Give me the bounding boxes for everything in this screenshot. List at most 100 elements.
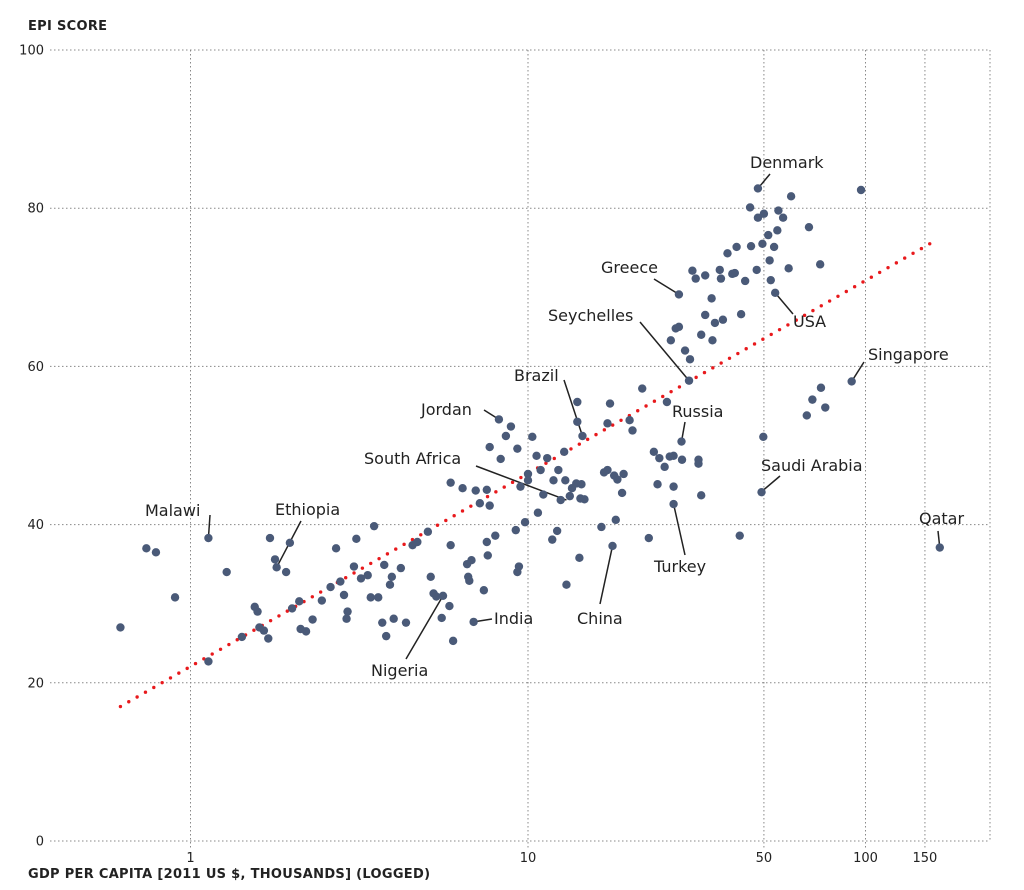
- trend-dot: [844, 289, 849, 294]
- data-point: [485, 501, 494, 510]
- data-point: [688, 266, 697, 275]
- trend-dot: [861, 280, 865, 284]
- trend-dot: [402, 542, 406, 547]
- trend-dot: [677, 385, 682, 389]
- annotation-denmark: Denmark: [750, 153, 824, 172]
- data-point: [740, 276, 750, 286]
- data-point: [677, 455, 687, 464]
- trend-dot: [435, 523, 440, 527]
- trend-dot: [227, 642, 231, 647]
- data-point: [710, 318, 720, 328]
- trend-dot: [235, 638, 239, 642]
- trend-dot: [594, 432, 598, 437]
- annotation-labels: Denmark Greece Seychelles USA Singapore Brazi…: [145, 153, 964, 680]
- trend-dot: [794, 318, 798, 322]
- trend-dot: [352, 571, 356, 575]
- annotation-turkey: Turkey: [653, 557, 706, 576]
- trend-dot: [285, 609, 289, 613]
- data-point: [758, 239, 767, 248]
- data-point: [666, 336, 676, 345]
- data-point: [759, 209, 769, 218]
- data-point: [356, 574, 366, 583]
- data-point: [389, 614, 398, 623]
- trend-dot: [610, 423, 615, 427]
- data-point: [170, 593, 180, 602]
- data-point: [548, 535, 557, 544]
- data-point: [265, 533, 275, 543]
- trend-dot: [811, 308, 815, 313]
- data-point: [204, 657, 213, 666]
- annotation-usa: USA: [793, 312, 826, 331]
- data-point: [366, 593, 375, 602]
- trend-dot: [344, 576, 348, 580]
- trend-dot: [644, 404, 648, 408]
- trend-dot: [852, 285, 857, 289]
- data-point: [774, 206, 783, 215]
- trend-dot: [619, 418, 623, 423]
- data-point: [701, 310, 710, 320]
- data-point: [506, 422, 516, 431]
- data-point: [708, 336, 717, 345]
- data-point: [446, 540, 455, 550]
- data-point: [317, 596, 327, 605]
- trend-dot: [928, 242, 932, 246]
- data-point: [491, 531, 500, 540]
- y-tick-label: 60: [27, 360, 44, 375]
- trend-dot: [360, 566, 365, 570]
- annotation-leaders: [207, 173, 941, 660]
- data-point: [669, 451, 678, 460]
- data-point: [475, 499, 485, 508]
- y-axis-title: EPI SCORE: [28, 19, 107, 34]
- data-point: [438, 591, 448, 600]
- leader-line-usa: [774, 292, 794, 315]
- trend-dot: [777, 327, 782, 332]
- trend-dot: [152, 685, 156, 690]
- data-point: [352, 534, 361, 544]
- data-point: [628, 426, 637, 435]
- annotation-seychelles: Seychelles: [548, 306, 633, 325]
- trend-dot: [185, 666, 189, 671]
- trend-dot: [469, 504, 473, 508]
- data-point: [757, 487, 766, 497]
- data-point: [765, 256, 774, 265]
- trend-dot: [577, 442, 582, 446]
- data-point: [378, 618, 387, 627]
- data-point: [562, 580, 571, 589]
- data-point: [669, 482, 678, 491]
- annotation-nigeria: Nigeria: [371, 661, 428, 680]
- data-point: [549, 476, 558, 485]
- data-point: [735, 531, 744, 540]
- trend-dot: [452, 514, 456, 518]
- data-point: [707, 294, 716, 303]
- data-point: [552, 526, 562, 536]
- data-point: [523, 469, 533, 479]
- data-point: [691, 274, 700, 283]
- x-axis-title: GDP PER CAPITA [2011 US $, THOUSANDS] (L…: [28, 867, 430, 882]
- data-point: [363, 571, 372, 580]
- y-tick-label: 20: [27, 676, 44, 691]
- data-point: [786, 192, 796, 201]
- trend-dot: [694, 375, 698, 380]
- trend-dot: [460, 509, 465, 513]
- data-point: [204, 533, 213, 543]
- data-point: [387, 572, 397, 582]
- data-point: [732, 242, 741, 252]
- data-point: [716, 274, 726, 283]
- data-point: [784, 264, 793, 273]
- annotation-jordan: Jordan: [420, 400, 472, 419]
- data-point: [753, 213, 763, 222]
- y-tick-label: 40: [27, 518, 44, 533]
- x-tick-label: 50: [756, 851, 773, 866]
- data-point: [536, 465, 545, 475]
- data-point: [520, 518, 530, 527]
- trend-dot: [118, 704, 123, 709]
- data-point: [445, 601, 454, 611]
- data-point: [617, 488, 627, 498]
- data-point: [448, 636, 458, 646]
- trend-dot: [252, 628, 256, 632]
- data-point: [458, 484, 467, 493]
- trend-dot: [168, 676, 173, 680]
- annotation-singapore: Singapore: [868, 345, 949, 364]
- data-point: [759, 432, 768, 441]
